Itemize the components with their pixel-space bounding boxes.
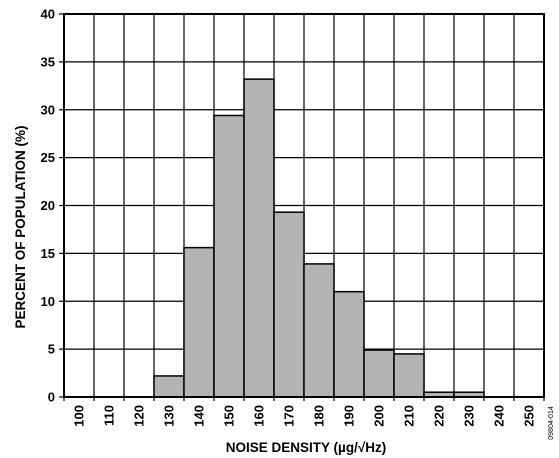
y-tick-label: 20 bbox=[41, 198, 55, 213]
y-tick-label: 0 bbox=[48, 390, 55, 405]
bar-150 bbox=[213, 114, 245, 398]
bar-180 bbox=[303, 263, 335, 398]
x-tick-label: 240 bbox=[492, 405, 507, 427]
y-tick-label: 40 bbox=[41, 7, 55, 22]
x-tick-label: 130 bbox=[162, 405, 177, 427]
x-tick-label: 140 bbox=[192, 405, 207, 427]
x-tick-label: 120 bbox=[132, 405, 147, 427]
x-tick-label: 190 bbox=[342, 405, 357, 427]
figure-id: 09804-014 bbox=[548, 406, 555, 440]
y-axis-title: PERCENT OF POPULATION (%) bbox=[13, 125, 28, 328]
x-tick-label: 210 bbox=[402, 405, 417, 427]
x-tick-labels: 100 110 120 130 140 150 160 170 180 190 200 210 220 2… bbox=[63, 397, 545, 427]
bar-140 bbox=[183, 246, 215, 398]
y-tick-label: 5 bbox=[48, 342, 55, 357]
x-tick-label: 230 bbox=[462, 405, 477, 427]
x-tick-label: 160 bbox=[252, 405, 267, 427]
x-tick-label: 180 bbox=[312, 405, 327, 427]
y-tick-label: 30 bbox=[41, 102, 55, 117]
y-tick-label: 10 bbox=[41, 294, 55, 309]
x-tick-label: 170 bbox=[282, 405, 297, 427]
bar-200 bbox=[363, 349, 395, 398]
y-tick-label: 25 bbox=[41, 150, 55, 165]
y-tick-labels: 0 5 10 15 20 25 30 35 40 bbox=[41, 7, 64, 405]
x-tick-label: 150 bbox=[222, 405, 237, 427]
bar-210 bbox=[393, 353, 425, 398]
y-tick-label: 35 bbox=[41, 54, 55, 69]
x-tick-label: 220 bbox=[432, 405, 447, 427]
bar-160 bbox=[243, 78, 275, 398]
x-tick-label: 100 bbox=[72, 405, 87, 427]
bar-190 bbox=[333, 290, 365, 398]
x-axis-title: NOISE DENSITY (µg/√Hz) bbox=[226, 440, 386, 455]
bar-170 bbox=[273, 211, 305, 398]
y-tick-label: 15 bbox=[41, 246, 55, 261]
x-tick-label: 110 bbox=[102, 405, 117, 426]
bar-130 bbox=[153, 375, 185, 398]
x-tick-label: 250 bbox=[522, 405, 537, 427]
x-tick-label: 200 bbox=[372, 405, 387, 427]
